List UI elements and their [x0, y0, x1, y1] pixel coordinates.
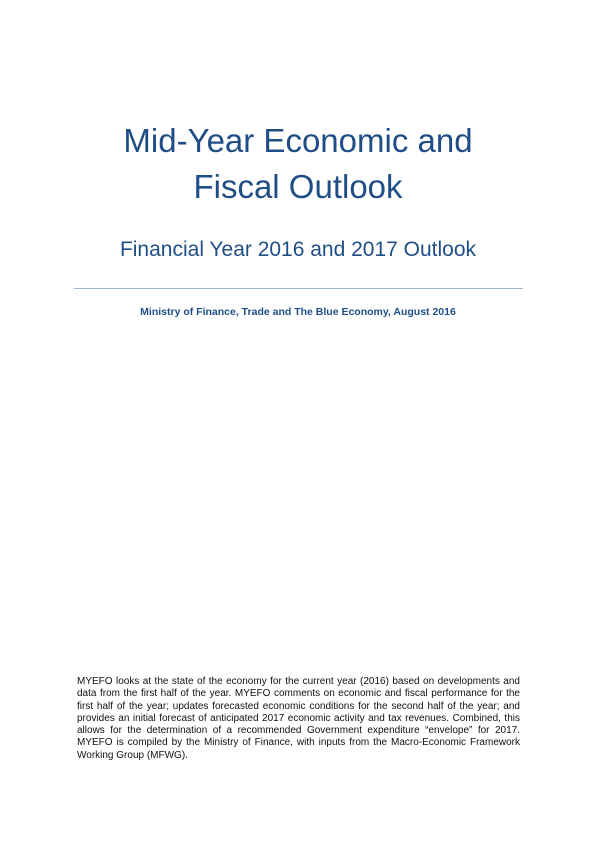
document-title-line-2: Fiscal Outlook — [193, 168, 403, 205]
document-title-line-1: Mid-Year Economic and — [123, 122, 473, 159]
ministry-line: Ministry of Finance, Trade and The Blue … — [140, 306, 456, 318]
document-title: Mid-Year Economic and Fiscal Outlook — [40, 118, 556, 210]
document-subtitle: Financial Year 2016 and 2017 Outlook — [119, 238, 477, 261]
title-divider — [74, 288, 523, 289]
summary-paragraph: MYEFO looks at the state of the economy … — [77, 676, 520, 761]
